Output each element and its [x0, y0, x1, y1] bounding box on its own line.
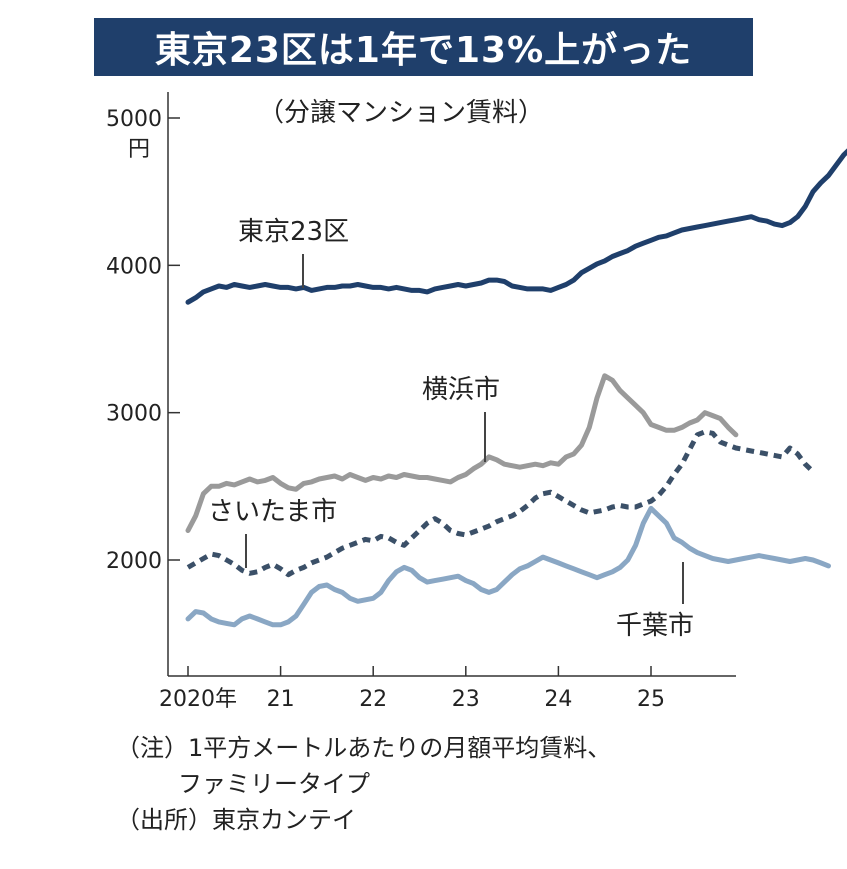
y-tick-label: 3000: [106, 402, 162, 427]
chart-axes: 2000 3000 4000 5000 円 2020年 21 22 23 24 25: [106, 92, 736, 712]
y-tick-label: 4000: [106, 254, 162, 279]
source-line: （出所）東京カンテイ: [116, 806, 356, 834]
y-unit-label: 円: [128, 137, 150, 162]
series-layer: [185, 148, 847, 628]
y-tick-label: 2000: [106, 549, 162, 574]
chart-title: 東京23区は1年で13%上がった: [94, 18, 753, 76]
series-line-3: [185, 505, 831, 628]
series-line-0: [185, 148, 847, 305]
series-line-1: [185, 373, 739, 533]
series-label: 千葉市: [616, 611, 694, 641]
x-tick-label: 25: [637, 687, 665, 712]
y-tick-label: 5000: [106, 107, 162, 132]
chart-subtitle: （分譲マンション賃料）: [258, 98, 545, 128]
x-tick-label: 21: [267, 687, 295, 712]
series-label: 横浜市: [422, 375, 500, 405]
x-tick-label: 2020年: [159, 687, 237, 712]
x-tick-label: 22: [359, 687, 387, 712]
x-tick-label: 24: [544, 687, 572, 712]
note-line-2: ファミリータイプ: [178, 770, 370, 798]
x-tick-label: 23: [452, 687, 480, 712]
series-label: 東京23区: [238, 217, 349, 247]
note-line-1: （注）1平方メートルあたりの月額平均賃料、: [116, 734, 612, 762]
notes: （注）1平方メートルあたりの月額平均賃料、 ファミリータイプ （出所）東京カンテ…: [116, 730, 611, 838]
series-label: さいたま市: [208, 497, 337, 527]
series-line-2: [186, 429, 815, 578]
